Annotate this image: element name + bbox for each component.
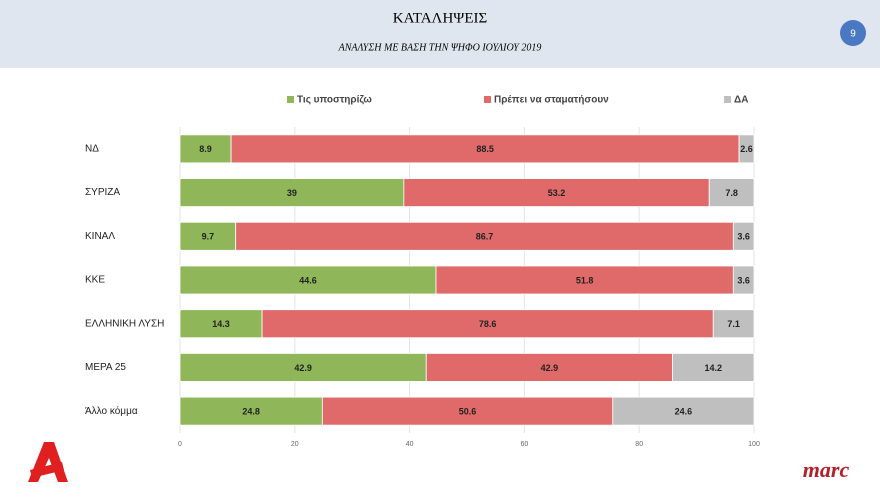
data-label: 78.6 <box>479 319 497 329</box>
data-label: 42.9 <box>294 363 312 373</box>
slide-title: ΚΑΤΑΛΗΨΕΙΣ <box>393 10 487 26</box>
y-tick-label: ΜΕΡΑ 25 <box>85 362 126 373</box>
data-label: 44.6 <box>299 275 317 285</box>
data-label: 51.8 <box>576 275 594 285</box>
data-label: 14.2 <box>704 363 722 373</box>
bar-segment <box>321 396 614 426</box>
brand-logo: marc <box>803 457 850 482</box>
data-label: 8.9 <box>199 144 212 154</box>
x-tick-label: 60 <box>521 441 529 448</box>
data-label: 3.6 <box>737 232 750 242</box>
data-label: 7.8 <box>725 188 738 198</box>
data-label: 50.6 <box>459 407 477 417</box>
data-label: 86.7 <box>476 232 494 242</box>
x-tick-label: 0 <box>178 441 182 448</box>
bar-segment <box>732 265 755 295</box>
data-label: 7.1 <box>727 319 740 329</box>
bar-segment <box>179 134 232 164</box>
data-label: 42.9 <box>541 363 559 373</box>
bar-segment <box>261 309 714 339</box>
bar-segment <box>235 221 734 251</box>
y-tick-label: ΚΙΝΑΛ <box>85 231 115 242</box>
header-band <box>0 0 880 68</box>
bar-segment <box>672 353 755 382</box>
bar-segment <box>179 396 323 426</box>
data-label: 3.6 <box>737 275 750 285</box>
x-tick-label: 40 <box>406 441 414 448</box>
page-badge <box>840 20 866 46</box>
y-tick-label: ΣΥΡΙΖΑ <box>85 187 120 198</box>
channel-logo <box>28 442 68 482</box>
y-tick-label: ΚΚΕ <box>85 275 105 286</box>
bar-segment <box>435 265 734 295</box>
legend-label: Τις υποστηρίζω <box>297 95 372 106</box>
data-label: 14.3 <box>212 319 230 329</box>
data-label: 53.2 <box>548 188 566 198</box>
x-tick-label: 100 <box>748 441 760 448</box>
bar-segment <box>732 221 755 251</box>
bar-segment <box>179 309 263 339</box>
data-label: 39 <box>287 188 297 198</box>
x-tick-label: 20 <box>291 441 299 448</box>
bar-segment <box>738 134 755 164</box>
legend-swatch <box>287 96 294 103</box>
y-tick-label: ΝΔ <box>85 143 99 154</box>
bar-segment <box>612 396 755 426</box>
legend-swatch <box>484 96 491 103</box>
bar-segment <box>179 353 427 382</box>
y-tick-label: ΕΛΛΗΝΙΚΗ ΛΥΣΗ <box>85 318 164 329</box>
bar-segment <box>425 353 673 382</box>
bar-segment <box>403 178 710 207</box>
data-label: 2.6 <box>740 144 753 154</box>
legend-label: ΔΑ <box>734 95 748 106</box>
data-label: 24.8 <box>242 407 260 417</box>
bar-segment <box>230 134 740 164</box>
page-number: 9 <box>850 29 856 40</box>
bar-segment <box>712 309 755 339</box>
data-label: 9.7 <box>202 232 215 242</box>
legend-swatch <box>724 96 731 103</box>
data-label: 88.5 <box>476 144 494 154</box>
data-label: 24.6 <box>675 407 693 417</box>
bar-segment <box>179 178 405 207</box>
bar-segment <box>708 178 755 207</box>
legend-label: Πρέπει να σταματήσουν <box>494 95 609 106</box>
slide-subtitle: ΑΝΑΛΥΣΗ ΜΕ ΒΑΣΗ ΤΗΝ ΨΗΦΟ ΙΟΥΛΙΟΥ 2019 <box>338 42 542 53</box>
x-tick-label: 80 <box>635 441 643 448</box>
y-tick-label: Άλλο κόμμα <box>85 405 138 417</box>
